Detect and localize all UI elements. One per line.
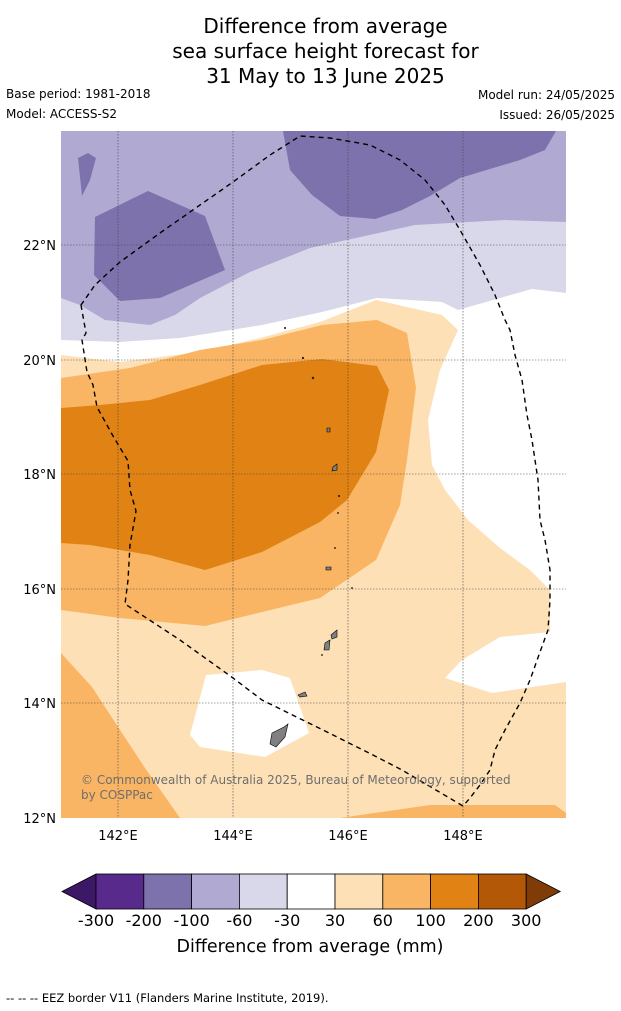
colorbar-segment <box>143 873 193 910</box>
title-line-3: 31 May to 13 June 2025 <box>206 64 445 88</box>
colorbar-tick-label: -200 <box>125 911 162 930</box>
base-period: Base period: 1981-2018 <box>6 87 151 101</box>
colorbar-tick-label: -60 <box>226 911 253 930</box>
eez-legend-note: -- -- -- EEZ border V11 (Flanders Marine… <box>6 991 329 1005</box>
colorbar-title: Difference from average (mm) <box>176 937 444 957</box>
colorbar-tick-label: 30 <box>324 911 346 930</box>
island-anatahan <box>325 566 332 571</box>
colorbar-tick-label: 60 <box>372 911 393 930</box>
colorbar-segment <box>191 873 240 910</box>
title-line-1: Difference from average <box>203 14 448 38</box>
model-name: Model: ACCESS-S2 <box>6 107 118 121</box>
island-rota <box>297 691 308 698</box>
island-aguijan <box>321 654 323 656</box>
field-neg100-neg200-small <box>78 153 96 196</box>
lon-tick-146: 146°E <box>328 829 368 844</box>
attribution-line-2: by COSPPac <box>81 788 153 802</box>
field-neutral-east <box>61 289 566 693</box>
lon-tick-144: 144°E <box>213 829 253 844</box>
colorbar-segment <box>477 873 527 910</box>
issued-date: Issued: 26/05/2025 <box>499 108 615 122</box>
lat-tick-18: 18°N <box>23 468 56 483</box>
island-tinian <box>330 629 338 640</box>
lat-tick-14: 14°N <box>23 697 56 712</box>
lon-tick-148: 148°E <box>443 829 483 844</box>
lon-axis-labels: 142°E 144°E 146°E 148°E <box>98 829 483 844</box>
colorbar-segment <box>334 873 384 910</box>
island-alamagan <box>337 494 340 497</box>
colorbar-tick-label: -300 <box>77 911 115 930</box>
island-guam <box>269 723 289 748</box>
island-maug <box>301 356 305 360</box>
colorbar-tick-label: -100 <box>173 911 210 930</box>
field-60-100-southeast <box>340 805 566 818</box>
model-run: Model run: 24/05/2025 <box>477 88 615 102</box>
island-uracas <box>283 326 286 329</box>
lat-tick-22: 22°N <box>23 239 56 254</box>
colorbar-extend-low <box>61 873 97 910</box>
colorbar-tick-label: 200 <box>463 911 494 930</box>
lat-tick-20: 20°N <box>23 354 56 369</box>
lat-tick-16: 16°N <box>23 583 56 598</box>
map-title: Difference from average sea surface heig… <box>0 14 621 89</box>
colorbar-tick-label: 300 <box>510 911 542 930</box>
contour-fields <box>61 131 566 818</box>
colorbar-tick-label: -30 <box>274 911 301 930</box>
colorbar-segment <box>286 873 336 910</box>
field-60-100-southwest <box>61 653 180 818</box>
island-guguan <box>337 512 339 514</box>
island-saipan <box>323 639 331 651</box>
field-neg100-neg200-west <box>94 191 225 301</box>
island-agrihan <box>326 427 331 433</box>
colorbar-tick-label: 100 <box>415 911 446 930</box>
lon-tick-142: 142°E <box>98 829 138 844</box>
island-asuncion <box>311 376 315 380</box>
island-pagan <box>331 463 338 472</box>
colorbar <box>61 873 562 910</box>
field-100-200 <box>61 359 389 570</box>
island-farallon <box>351 587 353 589</box>
gridlines <box>61 131 566 818</box>
attribution-line-1: © Commonwealth of Australia 2025, Bureau… <box>81 773 511 787</box>
colorbar-segment <box>238 873 288 910</box>
islands <box>269 326 353 748</box>
colorbar-segment <box>382 873 431 910</box>
colorbar-segment <box>430 873 479 910</box>
lat-tick-12: 12°N <box>23 812 56 827</box>
eez-border <box>80 135 551 807</box>
lat-axis-labels: 22°N 20°N 18°N 16°N 14°N 12°N <box>23 239 56 827</box>
island-sarigan <box>334 547 336 549</box>
title-line-2: sea surface height forecast for <box>172 39 479 63</box>
colorbar-extend-high <box>525 873 562 910</box>
colorbar-segment <box>95 873 145 910</box>
